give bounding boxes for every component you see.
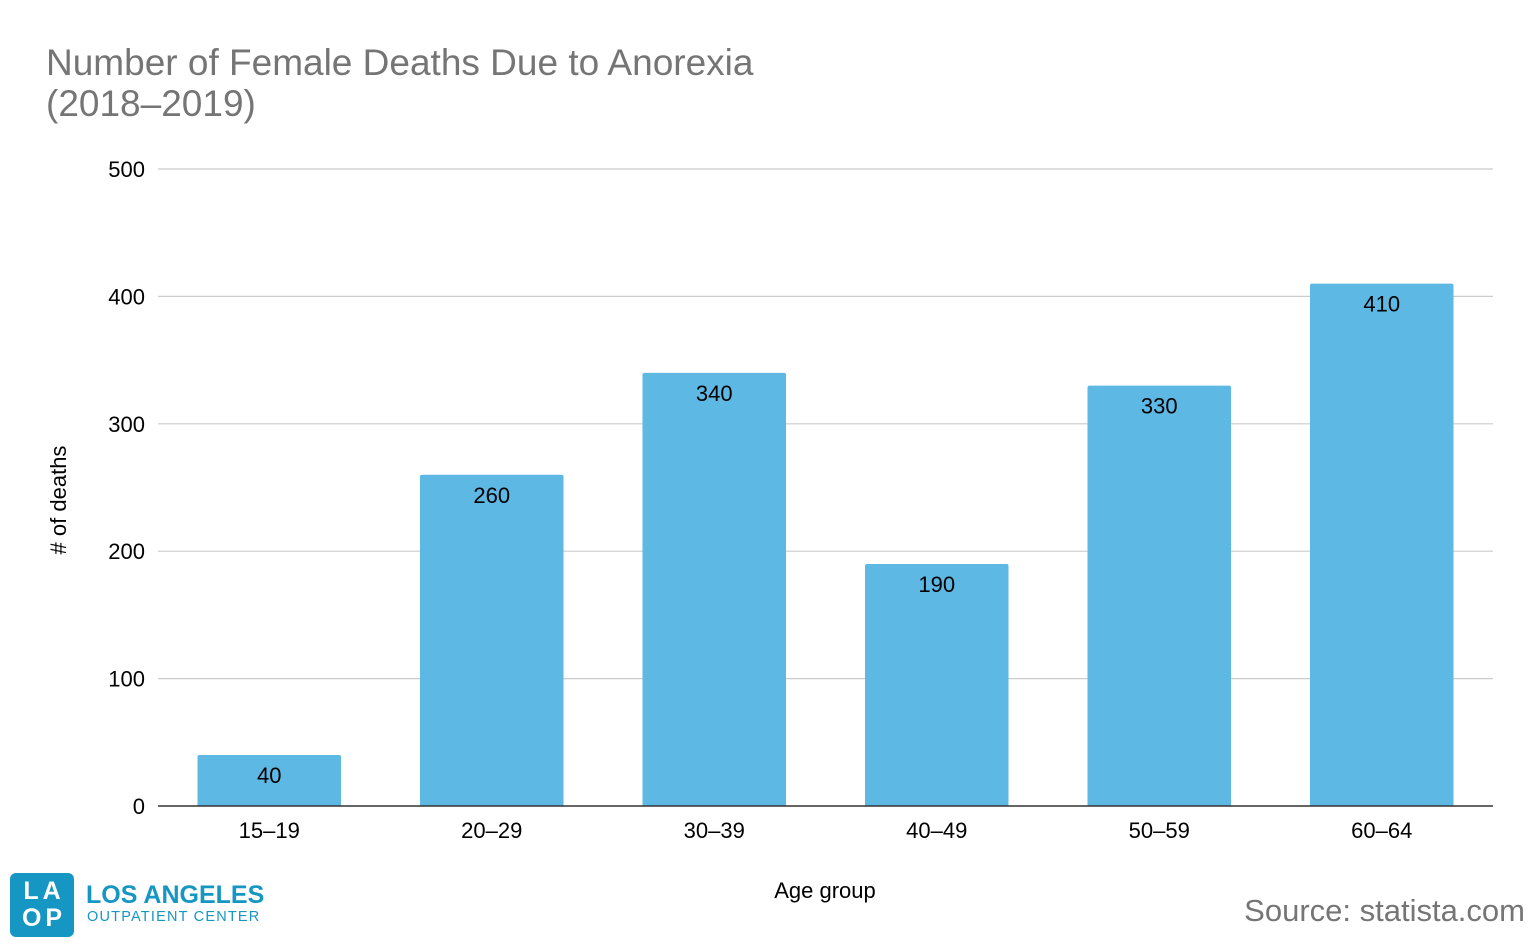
x-tick-label: 30–39 bbox=[684, 818, 745, 843]
x-tick-label: 60–64 bbox=[1351, 818, 1412, 843]
logo-mark: LA OP bbox=[10, 873, 74, 937]
bar bbox=[1309, 283, 1454, 806]
bar-data-label: 330 bbox=[1141, 394, 1178, 419]
bar-data-label: 340 bbox=[696, 381, 733, 406]
bar-data-label: 40 bbox=[257, 763, 281, 788]
bar-data-label: 410 bbox=[1363, 292, 1400, 317]
chart-title: Number of Female Deaths Due to Anorexia … bbox=[46, 42, 753, 124]
logo-name: LOS ANGELES bbox=[86, 881, 265, 909]
y-axis-title: # of deaths bbox=[46, 446, 71, 555]
laop-logo: LA OP LOS ANGELES OUTPATIENT CENTER bbox=[10, 873, 270, 937]
x-tick-label: 15–19 bbox=[239, 818, 300, 843]
bar bbox=[864, 563, 1009, 806]
y-tick-label: 200 bbox=[108, 539, 145, 564]
logo-mark-line-2: OP bbox=[21, 904, 67, 932]
x-tick-label: 40–49 bbox=[906, 818, 967, 843]
logo-subtitle: OUTPATIENT CENTER bbox=[87, 909, 261, 925]
source-credit: Source: statista.com bbox=[1244, 893, 1525, 928]
y-tick-label: 100 bbox=[108, 667, 145, 692]
bars: 40 260 340 190 330 410 bbox=[197, 283, 1454, 806]
logo-mark-line-1: LA bbox=[23, 877, 65, 905]
bar bbox=[419, 474, 564, 806]
chart-title-line-1: Number of Female Deaths Due to Anorexia bbox=[46, 42, 754, 83]
bar bbox=[1087, 385, 1232, 806]
y-tick-label: 0 bbox=[133, 794, 145, 819]
y-tick-label: 400 bbox=[108, 284, 145, 309]
chart-title-line-2: (2018–2019) bbox=[46, 83, 256, 124]
bar-data-label: 190 bbox=[918, 572, 955, 597]
x-tick-label: 50–59 bbox=[1129, 818, 1190, 843]
bar bbox=[197, 755, 342, 806]
x-tick-label: 20–29 bbox=[461, 818, 522, 843]
x-axis-title: Age group bbox=[774, 878, 876, 903]
bar bbox=[642, 372, 787, 806]
axes: 0 100 200 300 400 500 15–19 20–29 30–39 40–49 50–5… bbox=[108, 157, 1493, 843]
gridlines bbox=[158, 168, 1493, 680]
bar-data-label: 260 bbox=[473, 483, 510, 508]
y-tick-label: 300 bbox=[108, 412, 145, 437]
y-tick-label: 500 bbox=[108, 157, 145, 182]
